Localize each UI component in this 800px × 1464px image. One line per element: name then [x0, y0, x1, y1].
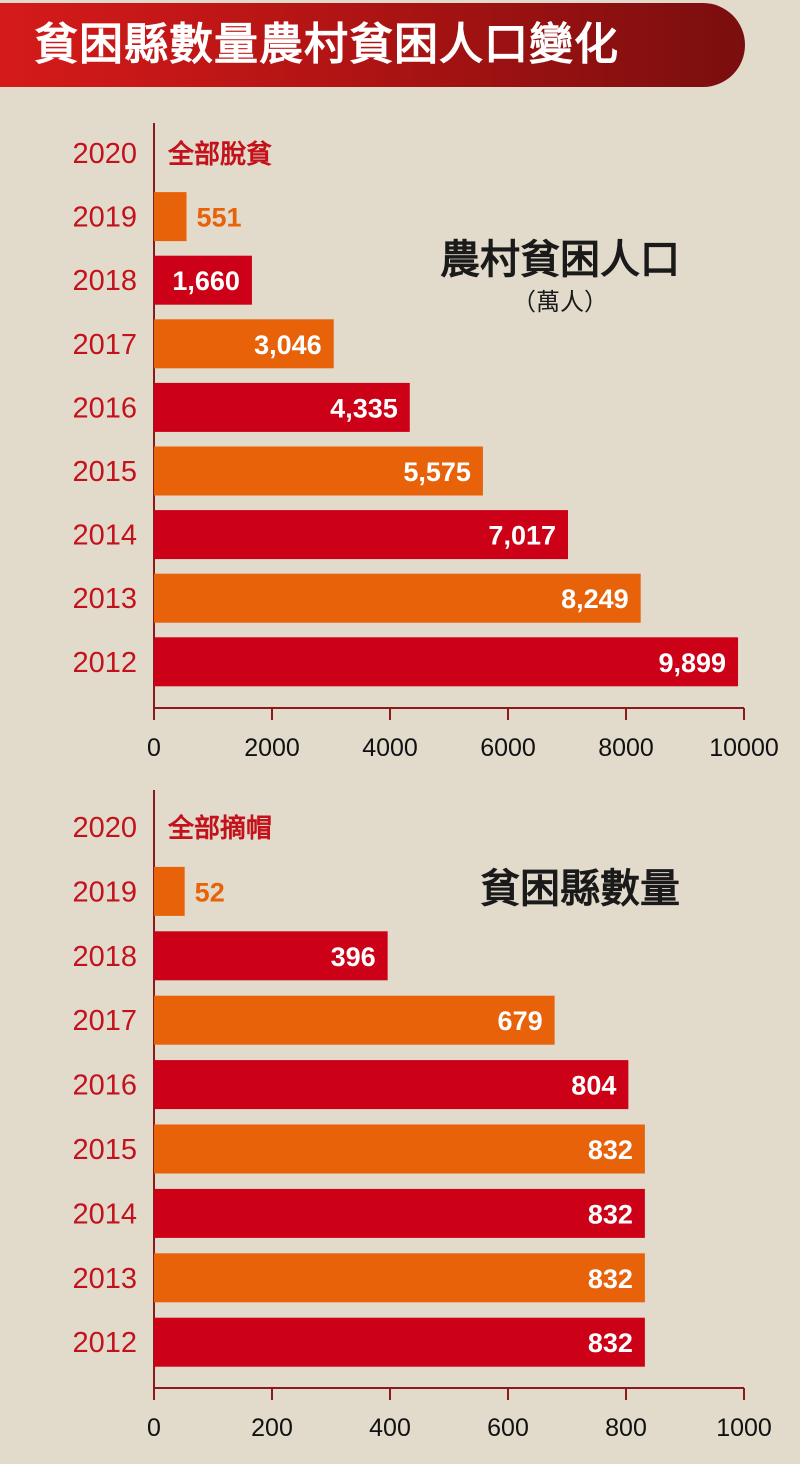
- rural-x-tick-label: 4000: [362, 734, 418, 762]
- county-status-label: 全部摘帽: [167, 813, 272, 844]
- county-value-label: 832: [588, 1328, 633, 1358]
- county-value-label: 679: [498, 1006, 543, 1036]
- county-x-tick-label: 200: [251, 1414, 293, 1442]
- rural-bar: [154, 637, 739, 687]
- rural-year-label: 2017: [72, 329, 137, 361]
- county-value-label: 832: [588, 1135, 633, 1165]
- county-year-label: 2018: [72, 941, 137, 973]
- county-bar: [154, 1253, 645, 1303]
- rural-year-label: 2013: [72, 583, 137, 615]
- county-bar: [154, 1060, 629, 1110]
- rural-value-label: 551: [197, 203, 242, 233]
- rural-value-label: 3,046: [254, 330, 322, 360]
- county-x-tick-label: 800: [605, 1414, 647, 1442]
- county-year-label: 2017: [72, 1005, 137, 1037]
- rural-x-tick-label: 0: [147, 734, 161, 762]
- title-banner: 貧困縣數量農村貧困人口變化: [0, 3, 745, 87]
- rural-bar: [154, 446, 483, 496]
- rural-bar: [154, 510, 569, 560]
- county-x-tick-label: 400: [369, 1414, 411, 1442]
- county-year-label: 2016: [72, 1070, 137, 1102]
- county-year-label: 2012: [72, 1327, 137, 1359]
- county-year-label: 2014: [72, 1198, 137, 1230]
- rural-status-label: 全部脫貧: [167, 139, 272, 170]
- rural-chart-title: 農村貧困人口: [440, 237, 680, 283]
- county-year-label: 2015: [72, 1134, 137, 1166]
- rural-value-label: 9,899: [658, 648, 726, 678]
- county-value-label: 52: [195, 877, 225, 907]
- rural-bar: [154, 255, 252, 305]
- rural-value-label: 1,660: [172, 266, 240, 296]
- rural-x-tick-label: 8000: [598, 734, 654, 762]
- county-x-tick-label: 0: [147, 1414, 161, 1442]
- rural-year-label: 2019: [72, 202, 137, 234]
- rural-x-tick-label: 2000: [244, 734, 300, 762]
- county-year-label: 2013: [72, 1263, 137, 1295]
- rural-value-label: 7,017: [488, 521, 556, 551]
- county-bar: [154, 1188, 645, 1238]
- county-x-tick-label: 1000: [716, 1414, 772, 1442]
- county-bar: [154, 995, 555, 1045]
- county-bar: [154, 1317, 645, 1367]
- rural-x-tick-label: 6000: [480, 734, 536, 762]
- rural-year-label: 2018: [72, 265, 137, 297]
- rural-year-label: 2015: [72, 456, 137, 488]
- county-value-label: 396: [331, 942, 376, 972]
- rural-bar: [154, 573, 641, 623]
- rural-year-label: 2016: [72, 392, 137, 424]
- county-bar: [154, 1124, 645, 1174]
- rural-chart-unit: （萬人）: [512, 288, 608, 316]
- poor-county-chart: 貧困縣數量 0 200 400 600 800 1000 2020 全部摘帽 2019 52 2018…: [72, 790, 772, 1442]
- rural-bar: [154, 319, 334, 369]
- county-value-label: 804: [571, 1071, 616, 1101]
- rural-value-label: 5,575: [403, 457, 471, 487]
- county-chart-title: 貧困縣數量: [480, 866, 680, 912]
- county-bar: [154, 931, 388, 981]
- county-bar: [154, 866, 185, 916]
- rural-bar: [154, 192, 187, 242]
- rural-year-label: 2012: [72, 647, 137, 679]
- county-year-label: 2020: [72, 812, 137, 844]
- rural-x-tick-label: 10000: [709, 734, 779, 762]
- page-title: 貧困縣數量農村貧困人口變化: [34, 19, 619, 70]
- county-value-label: 832: [588, 1264, 633, 1294]
- county-year-label: 2019: [72, 876, 137, 908]
- rural-value-label: 8,249: [561, 584, 629, 614]
- rural-year-label: 2014: [72, 520, 137, 552]
- rural-bar: [154, 382, 410, 432]
- rural-year-label: 2020: [72, 138, 137, 170]
- rural-poverty-chart: 農村貧困人口 （萬人） 0 2000 4000 6000 8000 10000 2020 全部脫貧…: [72, 123, 779, 762]
- county-value-label: 832: [588, 1199, 633, 1229]
- rural-value-label: 4,335: [330, 393, 398, 423]
- county-x-tick-label: 600: [487, 1414, 529, 1442]
